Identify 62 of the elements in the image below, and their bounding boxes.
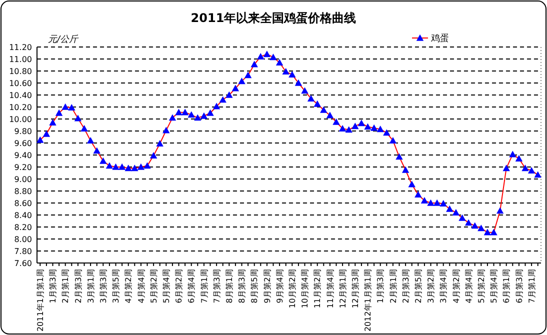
y-tick-label: 7.80: [14, 246, 32, 256]
y-tick-label: 8.80: [14, 186, 32, 196]
y-tick-label: 9.00: [14, 174, 32, 184]
x-tick-label: 6月第1周: [502, 269, 512, 304]
y-axis-title: 元/公斤: [48, 34, 80, 45]
x-tick-label: 5月第4周: [162, 269, 171, 304]
y-tick-label: 8.40: [14, 210, 32, 220]
x-tick-label: 2月第3周: [401, 269, 410, 304]
x-tick-label: 3月第3周: [98, 269, 108, 304]
x-tick-label: 1月第3周: [48, 269, 58, 304]
y-tick-label: 11.00: [9, 54, 32, 64]
chart-title: 2011年以来全国鸡蛋价格曲线: [190, 11, 356, 25]
x-tick-label: 2011年1月第1周: [36, 269, 45, 332]
y-tick-label: 9.80: [14, 126, 32, 136]
y-tick-label: 11.20: [9, 42, 32, 52]
y-tick-label: 10.40: [9, 90, 32, 100]
x-tick-label: 1月第3周: [376, 269, 386, 304]
x-tick-label: 3月第1周: [86, 269, 96, 304]
x-tick-label: 2月第1周: [61, 269, 70, 304]
y-tick-label: 9.40: [14, 150, 32, 160]
y-tick-label: 8.20: [14, 222, 32, 232]
y-tick-label: 10.80: [9, 66, 32, 76]
x-tick-label: 8月第5周: [250, 269, 260, 304]
y-tick-label: 7.60: [14, 258, 32, 268]
x-tick-label: 4月第2周: [124, 269, 134, 304]
y-tick-label: 8.00: [14, 234, 32, 244]
y-tick-label: 10.00: [9, 114, 32, 124]
x-tick-label: 6月第3周: [514, 269, 524, 304]
x-tick-label: 12月第1周: [338, 269, 348, 308]
x-tick-label: 2月第3周: [74, 269, 83, 304]
x-tick-label: 4月第2周: [452, 269, 461, 304]
x-tick-label: 7月第3周: [212, 269, 222, 304]
x-tick-label: 9月第4周: [275, 269, 284, 304]
x-tick-label: 7月第1周: [200, 269, 209, 304]
x-tick-label: 5月第2周: [149, 269, 158, 304]
x-tick-label: 8月第1周: [224, 269, 234, 304]
y-tick-label: 9.60: [14, 138, 32, 148]
x-tick-label: 4月第4周: [136, 269, 146, 304]
y-tick-label: 9.20: [14, 162, 32, 172]
x-tick-label: 2012年1月第1周: [364, 269, 373, 332]
x-tick-label: 6月第2周: [174, 269, 184, 304]
x-tick-label: 6月第4周: [187, 269, 196, 304]
x-tick-label: 11月第2周: [313, 269, 322, 308]
x-tick-label: 5月第4周: [490, 269, 499, 304]
x-tick-label: 3月第4周: [439, 269, 448, 304]
y-tick-label: 8.60: [14, 198, 32, 208]
x-tick-label: 10月第4周: [300, 269, 310, 308]
x-tick-label: 9月第2周: [262, 269, 272, 304]
x-tick-label: 12月第3周: [350, 269, 360, 308]
x-tick-label: 11月第4周: [326, 269, 335, 308]
x-tick-label: 7月第1周: [527, 269, 536, 304]
x-tick-label: 5月第2周: [476, 269, 486, 304]
y-tick-label: 10.60: [9, 78, 32, 88]
x-tick-label: 2月第5周: [414, 269, 423, 304]
x-tick-label: 4月第4周: [464, 269, 474, 304]
x-tick-label: 10月第2周: [288, 269, 297, 308]
x-tick-label: 3月第5周: [112, 269, 121, 304]
x-tick-label: 2月第1周: [388, 269, 398, 304]
legend-label: 鸡蛋: [430, 33, 449, 44]
y-tick-label: 10.20: [9, 102, 32, 112]
x-tick-label: 8月第3周: [238, 269, 247, 304]
x-tick-label: 3月第2周: [426, 269, 436, 304]
